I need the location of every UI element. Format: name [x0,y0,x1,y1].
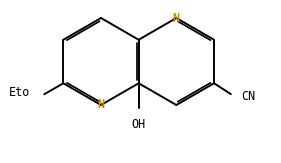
Text: N: N [98,98,105,111]
Text: CN: CN [241,90,255,103]
Text: OH: OH [132,118,146,131]
Text: Eto: Eto [9,86,30,99]
Text: N: N [173,12,180,24]
